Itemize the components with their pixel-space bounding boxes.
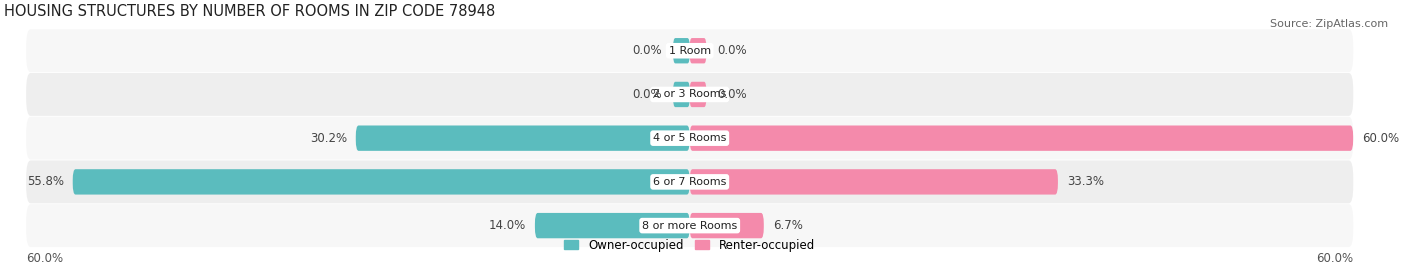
FancyBboxPatch shape: [690, 82, 706, 107]
Text: 2 or 3 Rooms: 2 or 3 Rooms: [652, 90, 727, 100]
Text: 6 or 7 Rooms: 6 or 7 Rooms: [652, 177, 727, 187]
FancyBboxPatch shape: [690, 169, 1057, 194]
FancyBboxPatch shape: [690, 38, 706, 63]
Text: 14.0%: 14.0%: [489, 219, 526, 232]
Text: 0.0%: 0.0%: [717, 44, 747, 57]
Text: 60.0%: 60.0%: [1362, 132, 1399, 145]
FancyBboxPatch shape: [534, 213, 690, 238]
Text: 0.0%: 0.0%: [633, 44, 662, 57]
FancyBboxPatch shape: [27, 117, 1353, 160]
FancyBboxPatch shape: [27, 29, 1353, 72]
Text: HOUSING STRUCTURES BY NUMBER OF ROOMS IN ZIP CODE 78948: HOUSING STRUCTURES BY NUMBER OF ROOMS IN…: [4, 4, 495, 19]
Text: 0.0%: 0.0%: [633, 88, 662, 101]
Legend: Owner-occupied, Renter-occupied: Owner-occupied, Renter-occupied: [560, 234, 820, 256]
FancyBboxPatch shape: [27, 204, 1353, 247]
FancyBboxPatch shape: [73, 169, 690, 194]
FancyBboxPatch shape: [356, 125, 690, 151]
Text: 60.0%: 60.0%: [27, 252, 63, 265]
Text: 4 or 5 Rooms: 4 or 5 Rooms: [652, 133, 727, 143]
FancyBboxPatch shape: [690, 213, 763, 238]
FancyBboxPatch shape: [690, 125, 1353, 151]
Text: 30.2%: 30.2%: [309, 132, 347, 145]
Text: 8 or more Rooms: 8 or more Rooms: [643, 221, 737, 231]
Text: 0.0%: 0.0%: [717, 88, 747, 101]
Text: 55.8%: 55.8%: [27, 175, 63, 188]
FancyBboxPatch shape: [673, 38, 690, 63]
Text: 1 Room: 1 Room: [669, 46, 711, 56]
Text: 33.3%: 33.3%: [1067, 175, 1104, 188]
Text: 6.7%: 6.7%: [773, 219, 803, 232]
FancyBboxPatch shape: [27, 73, 1353, 116]
FancyBboxPatch shape: [673, 82, 690, 107]
Text: Source: ZipAtlas.com: Source: ZipAtlas.com: [1270, 19, 1388, 29]
Text: 60.0%: 60.0%: [1316, 252, 1353, 265]
FancyBboxPatch shape: [27, 161, 1353, 203]
